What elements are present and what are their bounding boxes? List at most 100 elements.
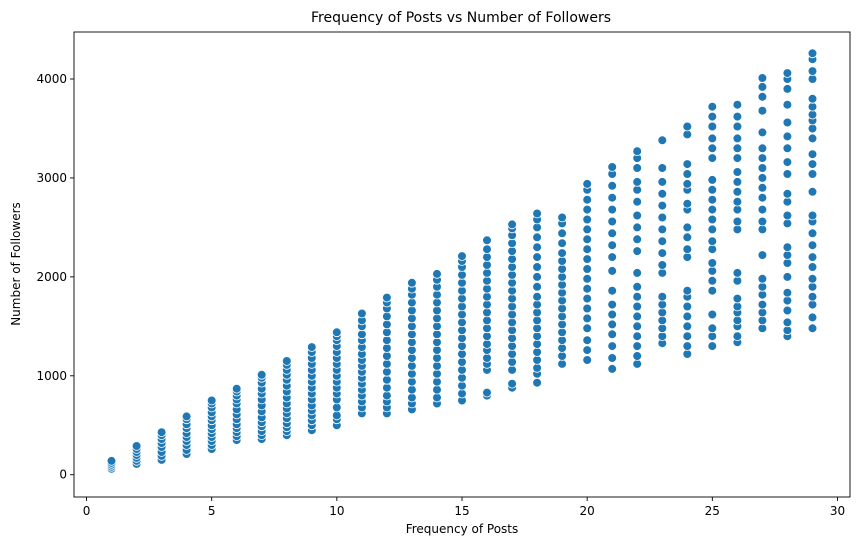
data-point: [557, 295, 567, 306]
data-point: [782, 117, 793, 128]
data-point: [457, 357, 467, 367]
data-point: [607, 319, 617, 330]
data-point: [632, 177, 642, 187]
data-point: [382, 343, 392, 353]
data-point: [532, 232, 542, 243]
data-point: [782, 143, 793, 154]
data-point: [807, 66, 818, 76]
data-point: [782, 99, 793, 110]
data-point: [407, 277, 417, 288]
data-point: [707, 101, 718, 112]
data-point: [557, 303, 567, 314]
data-point: [807, 48, 818, 59]
data-point: [707, 309, 718, 320]
data-point: [782, 242, 793, 253]
y-tick-label: 2000: [36, 270, 67, 284]
data-point: [807, 169, 818, 179]
data-point: [457, 293, 467, 304]
data-point: [507, 378, 517, 389]
data-point: [732, 204, 743, 215]
data-point: [382, 292, 392, 303]
data-point: [557, 272, 567, 282]
data-point: [532, 242, 542, 253]
data-point: [482, 244, 492, 255]
x-tick-label: 15: [454, 504, 469, 518]
data-point: [707, 143, 718, 154]
data-point: [607, 341, 617, 351]
data-point: [682, 285, 693, 296]
data-point: [757, 127, 768, 138]
data-point: [732, 121, 743, 132]
x-tick-label: 10: [329, 504, 344, 518]
data-point: [482, 275, 492, 286]
data-point: [807, 299, 818, 310]
data-point: [407, 297, 417, 308]
data-point: [557, 228, 567, 239]
data-point: [807, 273, 818, 284]
data-point: [432, 337, 442, 348]
data-point: [156, 427, 167, 438]
data-point: [231, 383, 242, 394]
data-point: [757, 92, 768, 102]
data-point: [707, 236, 718, 247]
data-point: [482, 291, 492, 302]
data-point: [532, 363, 542, 373]
data-point: [457, 277, 467, 288]
x-axis: 0 5 10 15 20 25 30: [83, 497, 845, 518]
data-point: [757, 105, 768, 116]
data-point: [407, 345, 417, 355]
data-point: [607, 309, 617, 320]
data-point: [707, 153, 718, 163]
data-point: [557, 319, 567, 330]
data-point: [782, 84, 793, 94]
data-point: [707, 111, 718, 122]
data-point: [582, 293, 592, 304]
data-point: [707, 224, 718, 235]
data-point: [382, 327, 392, 338]
data-point: [457, 317, 467, 328]
data-point: [357, 329, 367, 340]
data-point: [732, 99, 743, 110]
data-point: [382, 390, 392, 401]
data-point: [782, 287, 793, 298]
data-point: [432, 321, 442, 332]
data-point: [657, 200, 668, 211]
data-point: [657, 307, 668, 318]
data-point: [532, 307, 542, 318]
data-point: [682, 198, 693, 209]
data-point: [532, 331, 542, 342]
data-point: [682, 331, 693, 342]
data-point: [532, 339, 542, 349]
data-point: [782, 218, 793, 229]
data-point: [532, 355, 542, 365]
data-point: [682, 179, 693, 189]
data-point: [557, 238, 567, 249]
data-point: [407, 361, 417, 371]
data-point: [632, 351, 642, 361]
data-point: [657, 299, 668, 310]
data-point: [732, 153, 743, 163]
data-point: [632, 331, 642, 342]
data-point: [732, 167, 743, 177]
data-point: [782, 258, 793, 268]
data-point: [757, 183, 768, 193]
data-point: [532, 262, 542, 272]
data-point: [632, 196, 642, 207]
x-axis-label: Frequency of Posts: [406, 522, 519, 536]
data-point: [782, 131, 793, 142]
data-point: [357, 308, 367, 319]
data-point: [607, 216, 617, 227]
data-point: [507, 325, 517, 336]
data-point: [807, 159, 818, 169]
data-point: [331, 402, 342, 413]
data-point: [757, 192, 768, 203]
data-point: [532, 323, 542, 334]
data-point: [732, 196, 743, 207]
data-point: [106, 456, 117, 466]
data-point: [432, 368, 442, 379]
x-tick-label: 5: [208, 504, 216, 518]
data-point: [707, 341, 718, 351]
data-point: [457, 372, 467, 383]
x-tick-label: 0: [83, 504, 91, 518]
data-point: [532, 291, 542, 302]
